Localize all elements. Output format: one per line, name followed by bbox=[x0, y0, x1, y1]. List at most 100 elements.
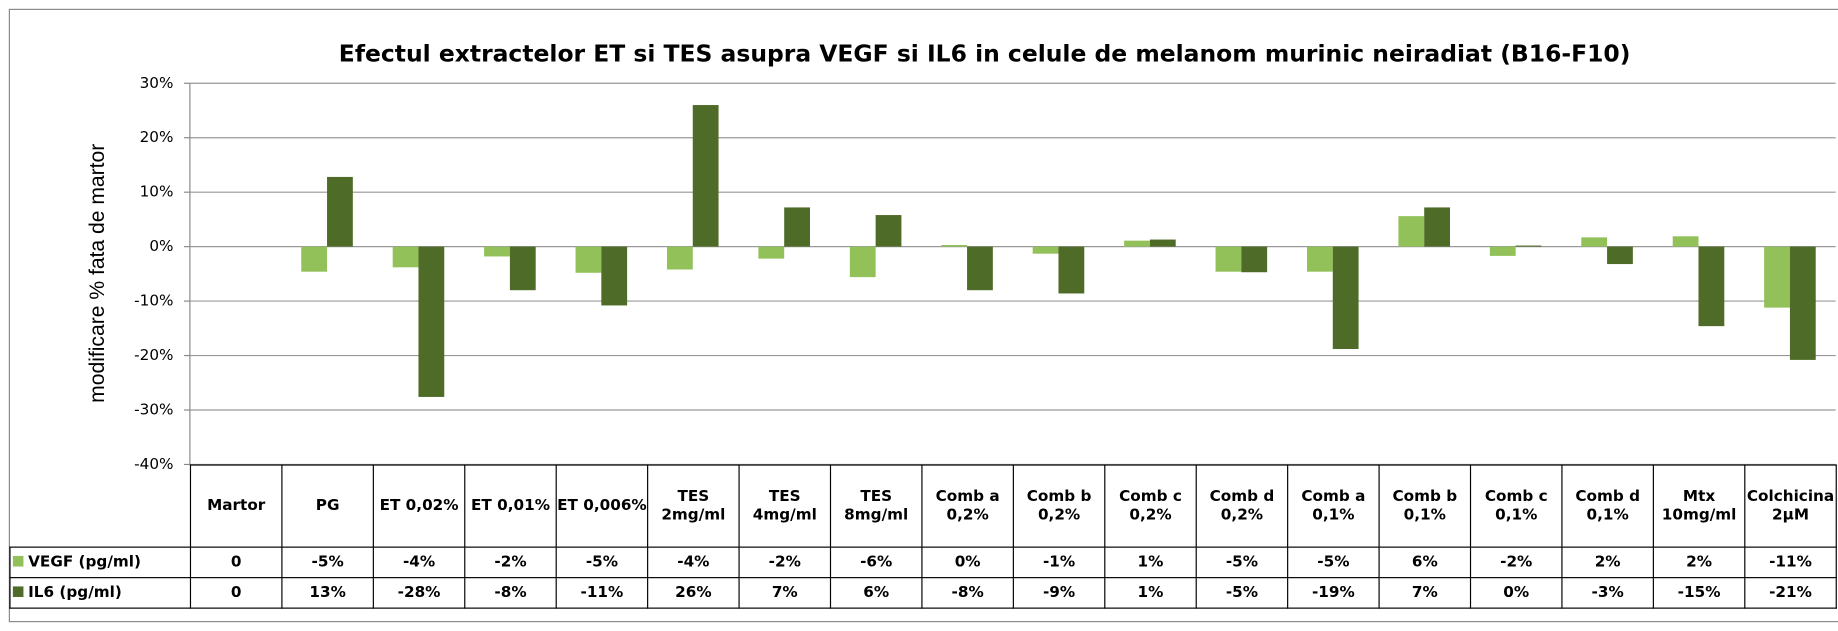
data-label: -11% bbox=[1744, 546, 1837, 579]
bar bbox=[1032, 246, 1059, 254]
data-label: -1% bbox=[1012, 546, 1106, 579]
legend-entry: IL6 (pg/ml) bbox=[9, 577, 192, 609]
data-label: 1% bbox=[1104, 546, 1197, 579]
bar bbox=[1764, 246, 1790, 308]
data-label: -19% bbox=[1287, 577, 1380, 609]
bar bbox=[1332, 246, 1359, 350]
data-label: -28% bbox=[372, 577, 466, 609]
data-label: 26% bbox=[647, 577, 740, 609]
category-label: PG bbox=[281, 464, 374, 548]
data-label: -6% bbox=[829, 546, 923, 579]
data-label: -15% bbox=[1652, 577, 1746, 609]
data-label: -5% bbox=[1195, 546, 1289, 579]
data-label: 2% bbox=[1561, 546, 1654, 579]
bar bbox=[666, 246, 693, 270]
data-label: -4% bbox=[647, 546, 740, 579]
bar bbox=[509, 246, 536, 291]
bar bbox=[967, 246, 993, 291]
data-label: -2% bbox=[738, 546, 832, 579]
series-row: VEGF (pg/ml) 0 -5% -4% -2% -5% -4% -2% -6% 0% -1% 1… bbox=[9, 546, 1837, 579]
data-label: -4% bbox=[372, 546, 466, 579]
bar bbox=[1515, 245, 1542, 247]
header-row: Martor PG ET 0,02% ET 0,01% ET 0,006% TES 2mg… bbox=[10, 464, 1837, 548]
bar bbox=[484, 246, 510, 257]
corner-cell bbox=[10, 465, 191, 547]
bar bbox=[692, 105, 719, 247]
y-tick-label: -10% bbox=[134, 292, 173, 310]
bar bbox=[392, 246, 419, 268]
bar bbox=[1672, 236, 1699, 247]
category-label: ET 0,006% bbox=[555, 464, 649, 548]
data-label: 0 bbox=[189, 546, 283, 579]
y-axis-label: modificare % fata de martor bbox=[86, 144, 109, 403]
data-label: -8% bbox=[464, 577, 557, 609]
data-label: 2% bbox=[1652, 546, 1746, 579]
category-label: TES 2mg/ml bbox=[647, 464, 740, 548]
category-label: ET 0,01% bbox=[464, 464, 557, 548]
bar bbox=[1058, 246, 1085, 294]
category-label: TES 4mg/ml bbox=[738, 464, 832, 548]
bar bbox=[1489, 246, 1516, 256]
category-label: Comb b 0,2% bbox=[1012, 464, 1106, 548]
data-label: 13% bbox=[281, 577, 374, 609]
y-tick-label: -40% bbox=[134, 455, 173, 473]
data-label: -3% bbox=[1561, 577, 1654, 609]
category-label: Comb d 0,2% bbox=[1195, 464, 1289, 548]
legend-swatch bbox=[12, 555, 24, 566]
bar bbox=[1241, 246, 1268, 273]
y-tick-label: -20% bbox=[134, 346, 173, 364]
bar bbox=[1424, 207, 1450, 247]
bar bbox=[601, 246, 628, 306]
bar bbox=[1789, 246, 1816, 360]
bar bbox=[575, 246, 602, 273]
data-label: -5% bbox=[281, 546, 374, 579]
bar bbox=[301, 246, 328, 272]
category-label: TES 8mg/ml bbox=[829, 464, 923, 548]
category-label: Comb c 0,1% bbox=[1469, 464, 1563, 548]
bar bbox=[941, 245, 968, 247]
category-label: Mtx 10mg/ml bbox=[1652, 464, 1746, 548]
bar bbox=[1306, 246, 1333, 272]
bar bbox=[849, 246, 876, 278]
bar bbox=[784, 207, 810, 247]
category-label: Comb b 0,1% bbox=[1378, 464, 1472, 548]
legend-entry: VEGF (pg/ml) bbox=[9, 546, 192, 579]
data-label: 0% bbox=[921, 546, 1014, 579]
bar bbox=[1698, 246, 1725, 327]
data-label: -9% bbox=[1012, 577, 1106, 609]
data-label: 7% bbox=[1378, 577, 1472, 609]
bar bbox=[1149, 239, 1176, 247]
data-label: 1% bbox=[1104, 577, 1197, 609]
data-label: 6% bbox=[829, 577, 923, 609]
bar bbox=[758, 246, 785, 259]
legend-label: VEGF (pg/ml) bbox=[28, 553, 141, 571]
data-label: -2% bbox=[464, 546, 557, 579]
data-label: -11% bbox=[555, 577, 649, 609]
data-label: 7% bbox=[738, 577, 832, 609]
data-label: -2% bbox=[1469, 546, 1563, 579]
data-table: Martor PG ET 0,02% ET 0,01% ET 0,006% TES 2mg… bbox=[9, 464, 1837, 609]
bar bbox=[418, 246, 445, 397]
bar bbox=[1607, 246, 1633, 265]
bar bbox=[327, 176, 353, 247]
data-label: -5% bbox=[555, 546, 649, 579]
category-label: Colchicina 2µM bbox=[1744, 464, 1837, 548]
y-tick-label: 0% bbox=[149, 237, 173, 255]
bar bbox=[1124, 240, 1150, 247]
data-label: 6% bbox=[1378, 546, 1472, 579]
bar bbox=[875, 215, 902, 247]
category-label: Comb a 0,2% bbox=[921, 464, 1014, 548]
bar bbox=[1215, 246, 1242, 272]
data-label: 0% bbox=[1469, 577, 1563, 609]
y-tick-label: 10% bbox=[140, 183, 174, 201]
chart-title: Efectul extractelor ET si TES asupra VEG… bbox=[339, 40, 1631, 68]
category-label: Martor bbox=[189, 464, 283, 548]
data-label: -21% bbox=[1744, 577, 1837, 609]
category-label: Comb d 0,1% bbox=[1561, 464, 1654, 548]
data-label: -5% bbox=[1287, 546, 1380, 579]
bar bbox=[1398, 216, 1425, 247]
category-label: Comb c 0,2% bbox=[1104, 464, 1197, 548]
y-tick-label: 30% bbox=[140, 74, 174, 92]
data-label: -5% bbox=[1195, 577, 1289, 609]
